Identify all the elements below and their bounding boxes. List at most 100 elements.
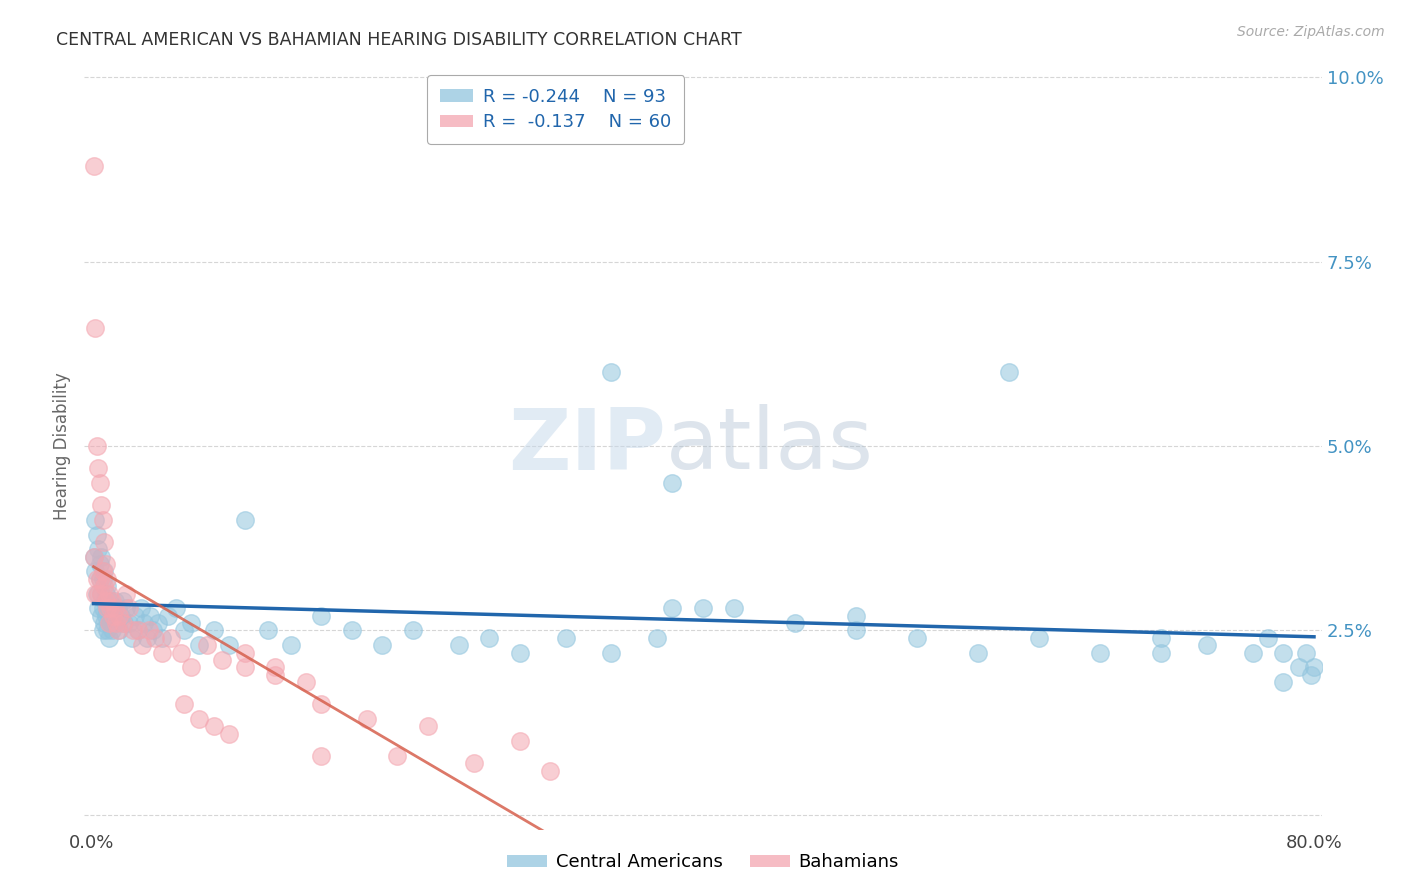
Text: Source: ZipAtlas.com: Source: ZipAtlas.com	[1237, 25, 1385, 39]
Point	[692, 601, 714, 615]
Point	[600, 365, 623, 379]
Point	[1150, 646, 1173, 660]
Point	[114, 601, 136, 615]
Point	[111, 615, 134, 630]
Point	[93, 534, 115, 549]
Point	[150, 646, 173, 660]
Point	[87, 586, 110, 600]
Point	[150, 631, 173, 645]
Point	[967, 646, 990, 660]
Point	[84, 586, 107, 600]
Point	[83, 549, 105, 564]
Point	[83, 159, 105, 173]
Point	[187, 712, 209, 726]
Text: ZIP: ZIP	[508, 404, 666, 488]
Point	[87, 542, 110, 557]
Point	[1028, 631, 1050, 645]
Point	[93, 579, 115, 593]
Legend: R = -0.244    N = 93, R =  -0.137    N = 60: R = -0.244 N = 93, R = -0.137 N = 60	[427, 75, 685, 144]
Point	[103, 608, 125, 623]
Legend: Central Americans, Bahamians: Central Americans, Bahamians	[501, 847, 905, 879]
Point	[89, 572, 111, 586]
Point	[160, 631, 183, 645]
Point	[101, 601, 124, 615]
Point	[1288, 660, 1310, 674]
Point	[1299, 667, 1322, 681]
Point	[997, 365, 1019, 379]
Point	[233, 646, 256, 660]
Point	[309, 608, 332, 623]
Point	[93, 594, 115, 608]
Point	[202, 719, 225, 733]
Point	[90, 498, 112, 512]
Point	[93, 615, 115, 630]
Point	[86, 527, 108, 541]
Text: atlas: atlas	[666, 404, 875, 488]
Point	[723, 601, 745, 615]
Point	[1088, 646, 1111, 660]
Point	[509, 734, 531, 748]
Point	[91, 601, 114, 615]
Point	[264, 660, 287, 674]
Point	[783, 615, 806, 630]
Point	[98, 615, 121, 630]
Point	[96, 601, 118, 615]
Point	[478, 631, 501, 645]
Point	[127, 624, 149, 638]
Point	[86, 572, 108, 586]
Point	[233, 660, 256, 674]
Point	[84, 321, 107, 335]
Text: CENTRAL AMERICAN VS BAHAMIAN HEARING DISABILITY CORRELATION CHART: CENTRAL AMERICAN VS BAHAMIAN HEARING DIS…	[56, 31, 742, 49]
Point	[87, 601, 110, 615]
Point	[1241, 646, 1264, 660]
Point	[121, 631, 143, 645]
Point	[371, 638, 394, 652]
Point	[554, 631, 576, 645]
Point	[90, 549, 112, 564]
Point	[105, 615, 128, 630]
Point	[463, 756, 485, 771]
Point	[84, 513, 107, 527]
Point	[83, 549, 105, 564]
Point	[356, 712, 378, 726]
Point	[105, 615, 128, 630]
Point	[165, 601, 187, 615]
Point	[600, 646, 623, 660]
Point	[1272, 646, 1295, 660]
Point	[84, 565, 107, 579]
Point	[110, 608, 132, 623]
Point	[112, 615, 135, 630]
Point	[94, 594, 117, 608]
Point	[107, 624, 129, 638]
Point	[97, 631, 120, 645]
Point	[309, 748, 332, 763]
Point	[138, 624, 160, 638]
Y-axis label: Hearing Disability: Hearing Disability	[53, 372, 72, 520]
Point	[127, 624, 149, 638]
Point	[96, 579, 118, 593]
Point	[187, 638, 209, 652]
Point	[96, 572, 118, 586]
Point	[845, 608, 868, 623]
Point	[91, 565, 114, 579]
Point	[94, 557, 117, 571]
Point	[233, 513, 256, 527]
Point	[139, 608, 162, 623]
Point	[845, 624, 868, 638]
Point	[87, 461, 110, 475]
Point	[173, 624, 195, 638]
Point	[1295, 646, 1317, 660]
Point	[90, 608, 112, 623]
Point	[97, 586, 120, 600]
Point	[180, 615, 202, 630]
Point	[118, 601, 141, 615]
Point	[1257, 631, 1279, 645]
Point	[114, 586, 136, 600]
Point	[661, 475, 683, 490]
Point	[97, 608, 120, 623]
Point	[211, 653, 233, 667]
Point	[91, 624, 114, 638]
Point	[340, 624, 363, 638]
Point	[136, 631, 159, 645]
Point	[905, 631, 928, 645]
